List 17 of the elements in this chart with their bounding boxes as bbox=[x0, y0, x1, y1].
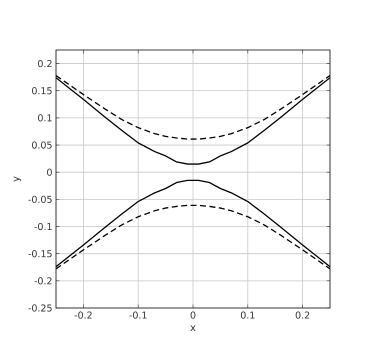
y-tick-label: 0.05 bbox=[32, 141, 52, 149]
x-axis-title: x bbox=[190, 326, 196, 331]
y-tick-label: 0.15 bbox=[32, 87, 52, 94]
y-tick-label: -0.15 bbox=[28, 250, 52, 258]
x-tick-label: -0.1 bbox=[129, 312, 147, 319]
y-tick-label: -0.25 bbox=[28, 304, 52, 312]
x-tick-label: 0 bbox=[190, 312, 196, 319]
y-tick-label: -0.1 bbox=[34, 222, 52, 230]
y-tick-label: -0.2 bbox=[34, 277, 52, 284]
x-tick-label: 0.2 bbox=[296, 312, 310, 319]
x-tick-label: 0.1 bbox=[240, 312, 254, 319]
y-tick-label: 0.1 bbox=[38, 114, 52, 122]
y-tick-label: 0.2 bbox=[38, 60, 52, 68]
x-tick-label: -0.2 bbox=[74, 312, 92, 319]
y-tick-label: 0 bbox=[47, 168, 52, 176]
y-axis-title: y bbox=[14, 176, 22, 182]
y-tick-label: -0.05 bbox=[28, 196, 52, 203]
